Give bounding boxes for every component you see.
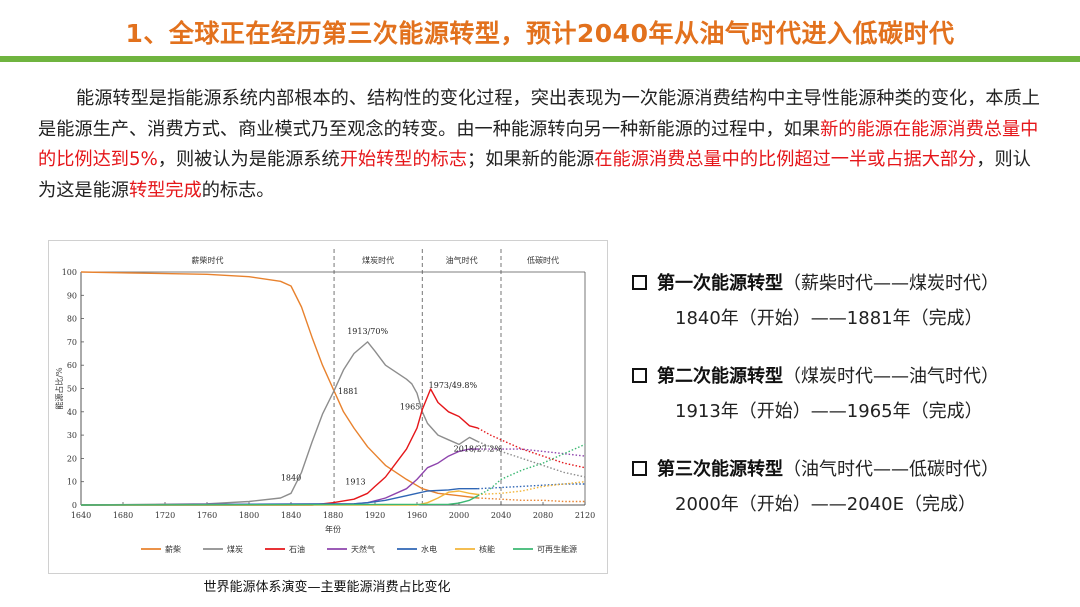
x-tick-label: 1680 [113, 511, 133, 520]
x-tick-label: 1760 [197, 511, 217, 520]
y-axis-label: 能源占比/% [54, 367, 64, 410]
series-forecast-line [477, 443, 586, 497]
checkbox-square-icon [632, 460, 647, 476]
era-label: 低碳时代 [527, 255, 559, 265]
transition-1: 第一次能源转型（薪柴时代——煤炭时代） 1840年（开始）——1881年（完成） [632, 272, 999, 331]
y-tick-label: 70 [67, 338, 77, 347]
series-forecast-line [477, 427, 586, 469]
x-tick-label: 2080 [533, 511, 553, 520]
series-line [80, 495, 479, 506]
x-axis-label: 年份 [325, 524, 341, 534]
para-text-1: 能源转型是指能源系统内部根本的、结构性的变化过程，突出表现为一次能源消费结构中主… [38, 88, 1040, 140]
y-tick-label: 100 [62, 268, 77, 277]
era-label: 薪柴时代 [192, 255, 224, 265]
chart-annotation: 1881 [338, 387, 358, 396]
transition-2-label: 第二次能源转型 [657, 366, 783, 387]
para-highlight-1: 新的能源在能源消费总量中的比例达到5% [38, 118, 1039, 171]
transition-2-period: 1913年（开始）——1965年（完成） [675, 401, 983, 422]
y-tick-label: 90 [67, 291, 77, 300]
x-tick-label: 1840 [281, 511, 301, 520]
checkbox-square-icon [632, 367, 647, 383]
page-title: 1、全球正在经历第三次能源转型，预计2040年从油气时代进入低碳时代 [125, 19, 955, 48]
x-tick-label: 1880 [323, 511, 343, 520]
intro-paragraph: 能源转型是指能源系统内部根本的、结构性的变化过程，突出表现为一次能源消费结构中主… [38, 84, 1048, 206]
x-tick-label: 1920 [365, 511, 385, 520]
series-line [80, 487, 478, 506]
chart-annotation: 1973/49.8% [429, 381, 478, 390]
series-forecast-line [477, 497, 585, 503]
chart-annotation: 1913 [345, 478, 365, 487]
chart-annotation: 1840 [281, 473, 301, 482]
series-line [80, 271, 478, 499]
x-tick-label: 2000 [449, 511, 469, 520]
y-tick-label: 80 [67, 315, 77, 324]
y-tick-label: 10 [67, 478, 77, 487]
legend-label: 煤炭 [227, 544, 243, 554]
legend-label: 天然气 [351, 544, 375, 554]
para-highlight-2: 开始转型的标志 [339, 149, 468, 170]
era-label: 煤炭时代 [362, 255, 394, 265]
transition-2-detail: （煤炭时代——油气时代） [783, 366, 999, 387]
x-tick-label: 2040 [491, 511, 511, 520]
chart-annotation: 2018/27.2% [454, 445, 503, 454]
series-forecast-line [477, 440, 586, 478]
para-highlight-4: 转型完成 [128, 179, 202, 201]
series-line [80, 448, 478, 506]
legend-label: 可再生能源 [537, 544, 577, 554]
transition-2: 第二次能源转型（煤炭时代——油气时代） 1913年（开始）——1965年（完成） [632, 365, 999, 424]
chart-caption: 世界能源体系演变—主要能源消费占比变化 [203, 580, 451, 595]
series-line [81, 388, 479, 506]
x-tick-label: 1640 [71, 511, 91, 520]
checkbox-square-icon [632, 274, 647, 290]
chart-annotation: 1965 [400, 402, 420, 411]
y-tick-label: 20 [67, 454, 77, 463]
title-underline [0, 56, 1080, 62]
transition-1-period: 1840年（开始）——1881年（完成） [675, 308, 983, 329]
transition-3-detail: （油气时代——低碳时代） [783, 459, 999, 480]
x-tick-label: 1800 [239, 511, 259, 520]
legend-label: 水电 [421, 544, 437, 554]
y-tick-label: 50 [67, 385, 77, 394]
series-forecast-line [477, 481, 586, 496]
y-tick-label: 40 [67, 408, 77, 417]
y-tick-label: 30 [67, 431, 77, 440]
legend-label: 石油 [289, 544, 305, 554]
era-label: 油气时代 [446, 255, 478, 265]
y-tick-label: 60 [67, 361, 77, 370]
para-highlight-3: 在能源消费总量中的比例超过一半或占据大部分 [594, 149, 977, 170]
transition-3-label: 第三次能源转型 [657, 459, 783, 480]
legend-label: 薪柴 [165, 544, 181, 554]
x-tick-label: 1720 [155, 511, 175, 520]
x-tick-label: 2120 [575, 511, 595, 520]
transition-1-label: 第一次能源转型 [657, 273, 783, 294]
chart-canvas: 1640 1680 1720 1760 1800 1840 1880 1920 1960 2000… [54, 249, 595, 554]
para-text-5: 的标志。 [201, 179, 275, 201]
energy-share-chart: 1640 1680 1720 1760 1800 1840 1880 1920 1960 2000… [48, 240, 608, 574]
legend-label: 核能 [479, 544, 495, 554]
transition-1-detail: （薪柴时代——煤炭时代） [783, 273, 999, 294]
series-line [80, 341, 479, 506]
y-tick-label: 0 [72, 501, 77, 510]
para-text-3: ；如果新的能源 [467, 149, 595, 170]
x-tick-label: 1960 [407, 511, 427, 520]
para-text-2: ，则被认为是能源系统 [157, 149, 340, 170]
para-text-4: ，则认为这是能源 [38, 149, 1031, 201]
chart-annotation: 1913/70% [347, 327, 388, 336]
transition-3-period: 2000年（开始）——2040E（完成） [675, 494, 976, 515]
transition-3: 第三次能源转型（油气时代——低碳时代） 2000年（开始）——2040E（完成） [632, 458, 999, 517]
